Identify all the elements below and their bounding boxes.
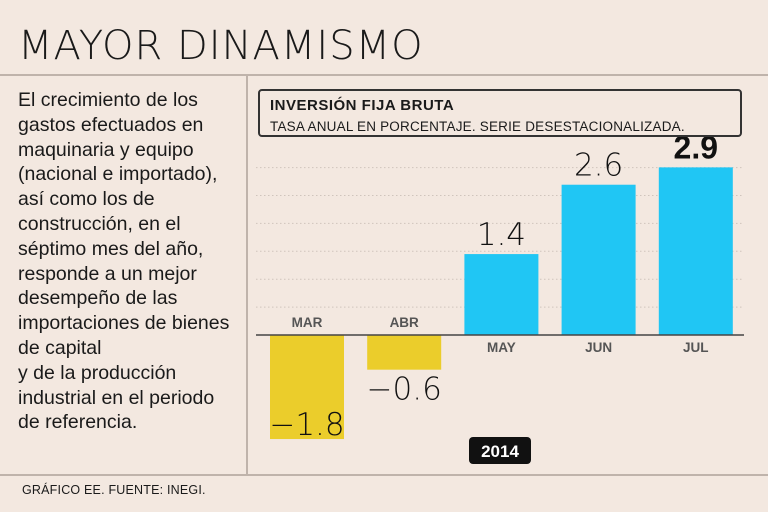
year-label: 2014 bbox=[481, 442, 519, 461]
year-badge: 2014 bbox=[469, 437, 531, 464]
bar-jun bbox=[561, 184, 636, 335]
category-label-abr: ABR bbox=[390, 315, 419, 330]
value-label-abr: −0.6 bbox=[367, 372, 442, 408]
bottom-divider bbox=[0, 474, 768, 476]
value-label-jun: 2.6 bbox=[574, 148, 623, 184]
category-label-may: MAY bbox=[487, 340, 516, 355]
year-badge-bg bbox=[469, 437, 531, 464]
vertical-divider bbox=[246, 76, 248, 474]
bar-abr bbox=[367, 335, 442, 370]
chart-subtitle: TASA ANUAL EN PORCENTAJE. SERIE DESESTAC… bbox=[270, 119, 685, 134]
bar-jul bbox=[658, 167, 733, 335]
top-divider bbox=[0, 74, 768, 76]
chart-header-box: INVERSIÓN FIJA BRUTA TASA ANUAL EN PORCE… bbox=[258, 89, 742, 137]
page-title: MAYOR DINAMISMO bbox=[18, 23, 424, 69]
value-label-may: 1.4 bbox=[477, 217, 526, 253]
footer-source: GRÁFICO EE. FUENTE: INEGI. bbox=[22, 483, 206, 497]
category-label-mar: MAR bbox=[292, 315, 323, 330]
bar-mar bbox=[270, 335, 344, 440]
category-label-jul: JUL bbox=[683, 340, 709, 355]
category-label-jun: JUN bbox=[585, 340, 612, 355]
bar-may bbox=[464, 254, 539, 335]
value-label-mar: −1.8 bbox=[269, 407, 344, 443]
description-text: El crecimiento de los gastos efectuados … bbox=[18, 89, 230, 434]
chart-title: INVERSIÓN FIJA BRUTA bbox=[270, 97, 455, 114]
